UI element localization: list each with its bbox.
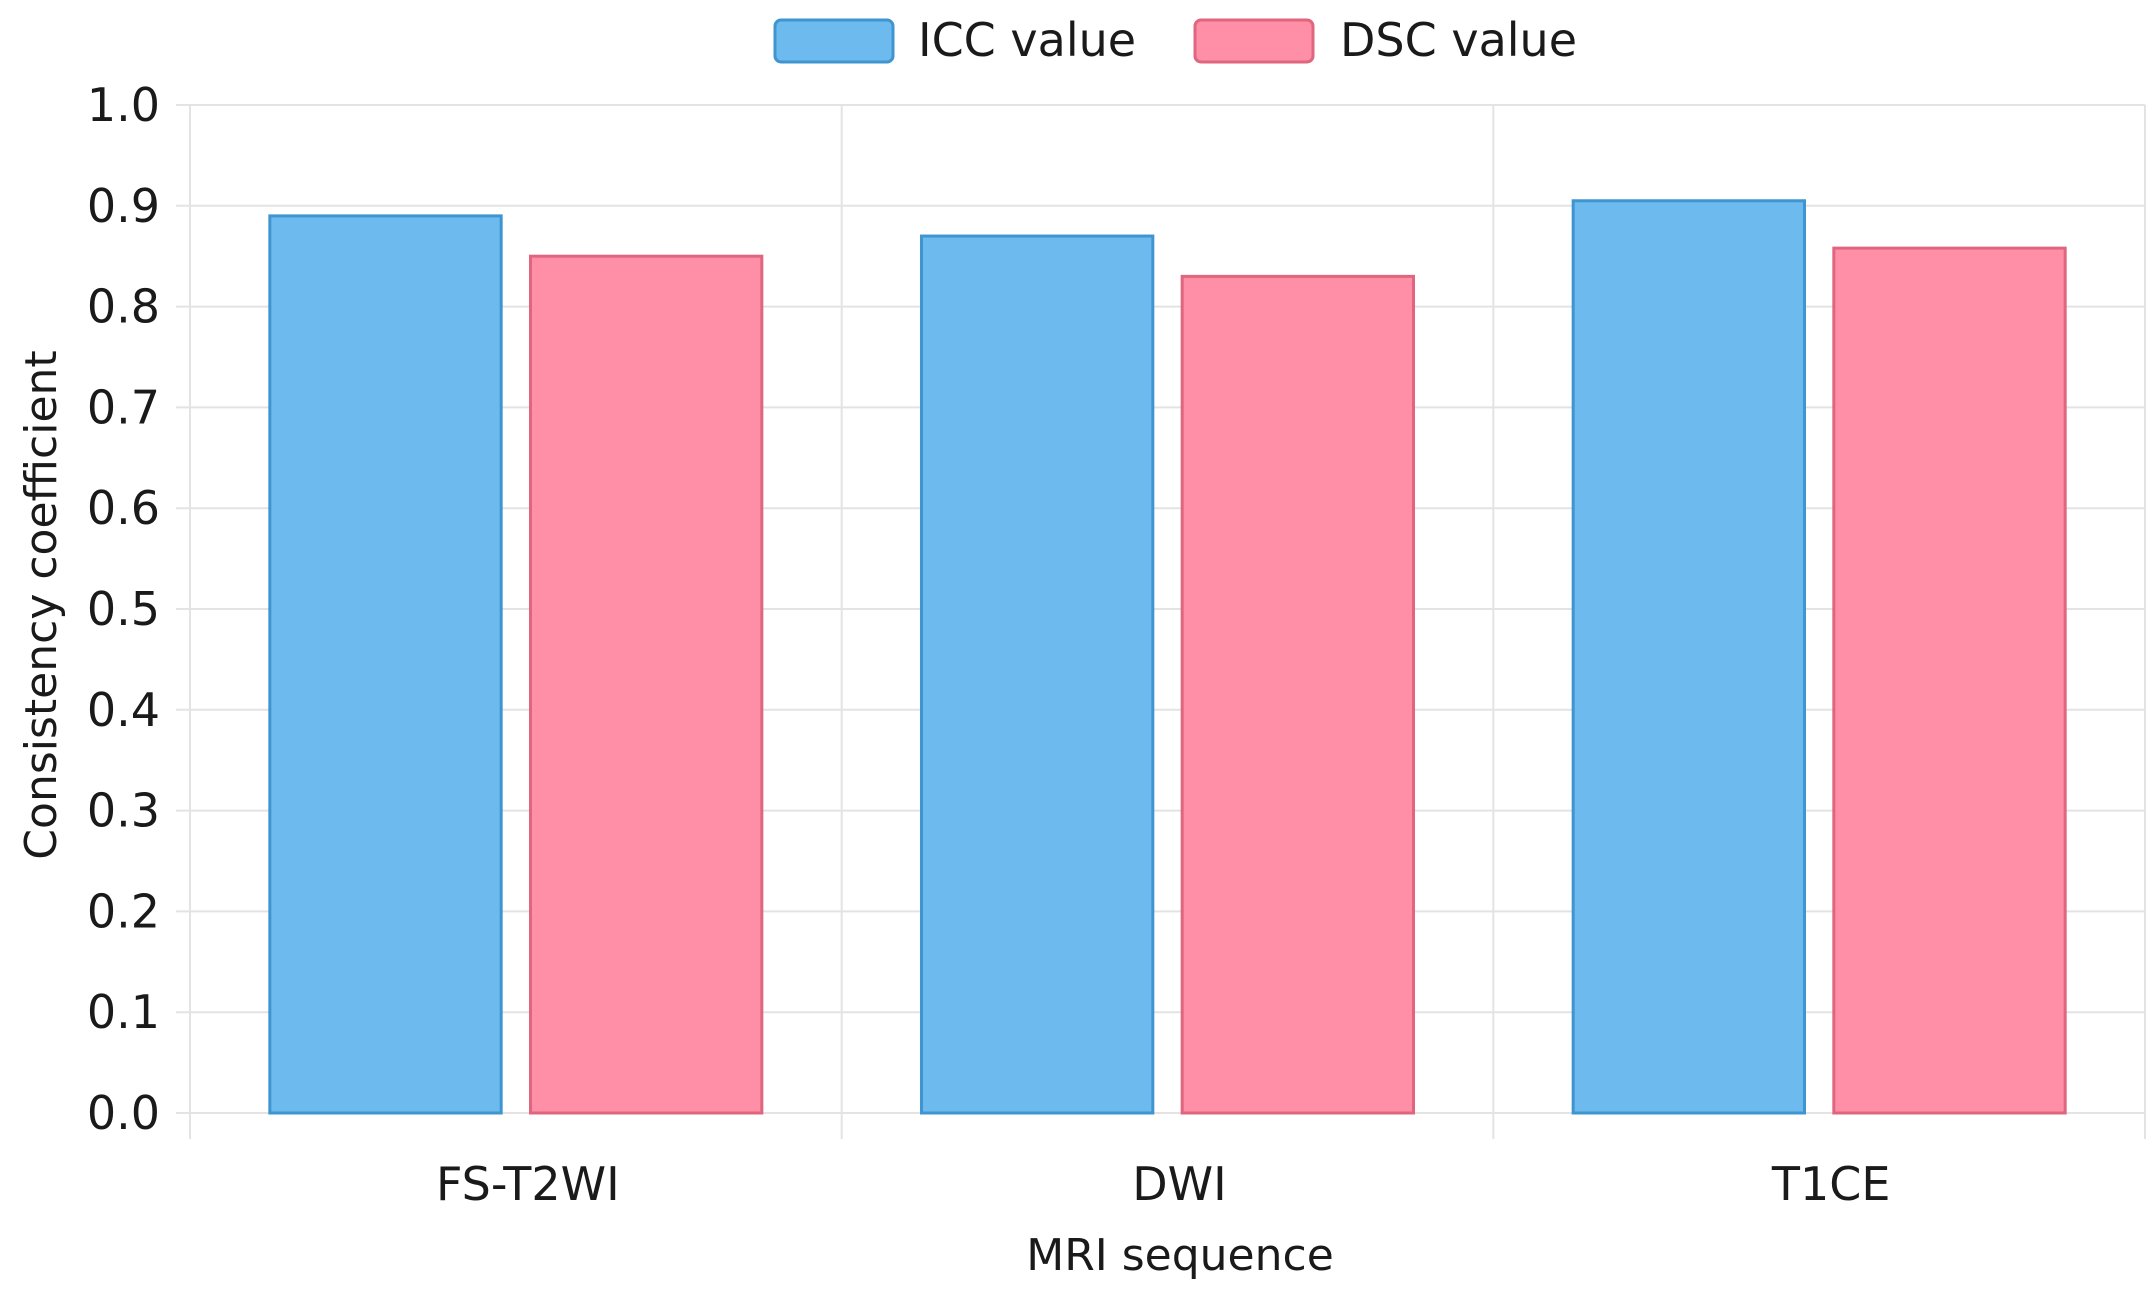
axes: 0.0 0.1 0.2 0.3 0.4 0.5 0.6 0.7 0.8 0.9 1.0 FS-T2WI… [87, 78, 1891, 1211]
legend-swatch-icc [773, 18, 895, 64]
y-tick-label: 0.1 [87, 985, 160, 1039]
x-tick-label: T1CE [1771, 1157, 1891, 1211]
bar-icc-value-fs-t2wi [268, 214, 503, 1115]
x-tick-label: DWI [1132, 1157, 1226, 1211]
y-tick-label: 0.8 [87, 280, 160, 334]
y-axis-title: Consistency coefficient [16, 350, 67, 859]
y-tick-label: 0.2 [87, 884, 160, 938]
grid-lines [176, 104, 2146, 1139]
bar-icc-value-dwi [919, 234, 1155, 1115]
legend-swatch-dsc [1193, 18, 1315, 64]
x-axis-title: MRI sequence [1026, 1230, 1334, 1281]
bars [268, 199, 2067, 1115]
y-tick-label: 0.4 [87, 683, 160, 737]
bar-icc-value-t1ce [1571, 199, 1807, 1115]
y-tick-label: 0.0 [87, 1086, 160, 1140]
y-tick-label: 0.9 [87, 179, 160, 233]
y-tick-label: 0.5 [87, 582, 160, 636]
y-tick-label: 0.3 [87, 784, 160, 838]
y-tick-label: 1.0 [87, 78, 160, 132]
y-tick-label: 0.6 [87, 481, 160, 535]
legend-label-dsc: DSC value [1340, 13, 1577, 67]
bar-dsc-value-dwi [1180, 274, 1416, 1115]
bar-dsc-value-fs-t2wi [528, 254, 764, 1115]
bar-dsc-value-t1ce [1832, 246, 2067, 1115]
legend: ICC value DSC value [773, 13, 1577, 67]
y-tick-label: 0.7 [87, 380, 160, 434]
x-tick-label: FS-T2WI [436, 1157, 620, 1211]
legend-label-icc: ICC value [918, 13, 1136, 67]
